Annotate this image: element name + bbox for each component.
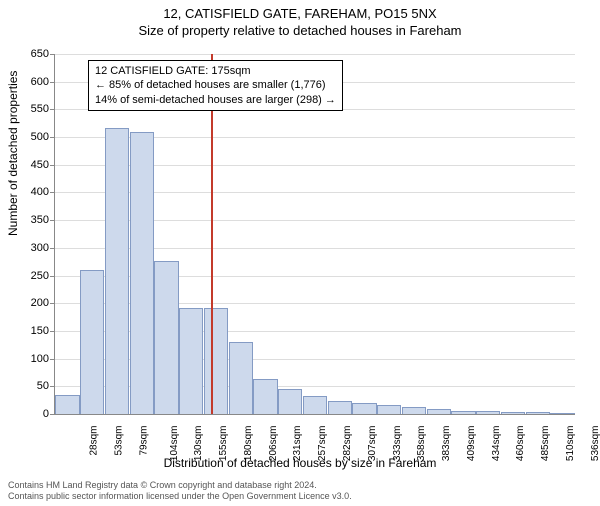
histogram-bar bbox=[352, 403, 376, 414]
ytick-label: 50 bbox=[9, 380, 49, 392]
chart-title-sub: Size of property relative to detached ho… bbox=[0, 23, 600, 38]
ytick-mark bbox=[50, 359, 55, 360]
ytick-mark bbox=[50, 82, 55, 83]
ytick-label: 100 bbox=[9, 353, 49, 365]
xtick-label: 28sqm bbox=[89, 426, 100, 456]
histogram-bar bbox=[526, 412, 550, 414]
ytick-mark bbox=[50, 331, 55, 332]
histogram-bar bbox=[278, 389, 302, 414]
footer-attribution: Contains HM Land Registry data © Crown c… bbox=[8, 480, 352, 502]
annotation-line2: ← 85% of detached houses are smaller (1,… bbox=[95, 78, 336, 92]
ytick-mark bbox=[50, 109, 55, 110]
histogram-bar bbox=[328, 401, 352, 414]
histogram-bar bbox=[154, 261, 178, 414]
chart-area: 0501001502002503003504004505005506006502… bbox=[54, 54, 574, 414]
histogram-bar bbox=[130, 132, 154, 414]
histogram-bar bbox=[377, 405, 401, 414]
histogram-bar bbox=[253, 379, 277, 414]
histogram-bar bbox=[451, 411, 475, 414]
ytick-mark bbox=[50, 386, 55, 387]
ytick-label: 450 bbox=[9, 159, 49, 171]
ytick-mark bbox=[50, 303, 55, 304]
ytick-label: 200 bbox=[9, 297, 49, 309]
ytick-mark bbox=[50, 414, 55, 415]
annotation-line1: 12 CATISFIELD GATE: 175sqm bbox=[95, 64, 336, 78]
ytick-label: 650 bbox=[9, 48, 49, 60]
ytick-label: 400 bbox=[9, 186, 49, 198]
histogram-bar bbox=[402, 407, 426, 414]
histogram-bar bbox=[80, 270, 104, 414]
y-axis-label: Number of detached properties bbox=[6, 71, 20, 236]
footer-line2: Contains public sector information licen… bbox=[8, 491, 352, 502]
ytick-label: 0 bbox=[9, 408, 49, 420]
gridline bbox=[55, 54, 575, 55]
ytick-label: 150 bbox=[9, 325, 49, 337]
ytick-mark bbox=[50, 137, 55, 138]
histogram-bar bbox=[179, 308, 203, 414]
ytick-mark bbox=[50, 220, 55, 221]
ytick-label: 600 bbox=[9, 76, 49, 88]
ytick-label: 500 bbox=[9, 131, 49, 143]
ytick-mark bbox=[50, 165, 55, 166]
x-axis-label: Distribution of detached houses by size … bbox=[0, 456, 600, 470]
histogram-bar bbox=[427, 409, 451, 414]
histogram-bar bbox=[55, 395, 79, 414]
footer-line1: Contains HM Land Registry data © Crown c… bbox=[8, 480, 352, 491]
ytick-label: 350 bbox=[9, 214, 49, 226]
annotation-box: 12 CATISFIELD GATE: 175sqm ← 85% of deta… bbox=[88, 60, 343, 111]
histogram-bar bbox=[476, 411, 500, 414]
ytick-mark bbox=[50, 276, 55, 277]
ytick-label: 250 bbox=[9, 270, 49, 282]
ytick-mark bbox=[50, 54, 55, 55]
annotation-line3: 14% of semi-detached houses are larger (… bbox=[95, 93, 336, 107]
chart-title-main: 12, CATISFIELD GATE, FAREHAM, PO15 5NX bbox=[0, 6, 600, 21]
histogram-bar bbox=[550, 413, 574, 414]
histogram-bar bbox=[303, 396, 327, 414]
histogram-bar bbox=[501, 412, 525, 414]
ytick-mark bbox=[50, 248, 55, 249]
histogram-bar bbox=[229, 342, 253, 414]
ytick-label: 550 bbox=[9, 103, 49, 115]
ytick-label: 300 bbox=[9, 242, 49, 254]
histogram-bar bbox=[105, 128, 129, 414]
xtick-label: 79sqm bbox=[138, 426, 149, 456]
xtick-label: 53sqm bbox=[114, 426, 125, 456]
ytick-mark bbox=[50, 192, 55, 193]
histogram-bar bbox=[204, 308, 228, 414]
